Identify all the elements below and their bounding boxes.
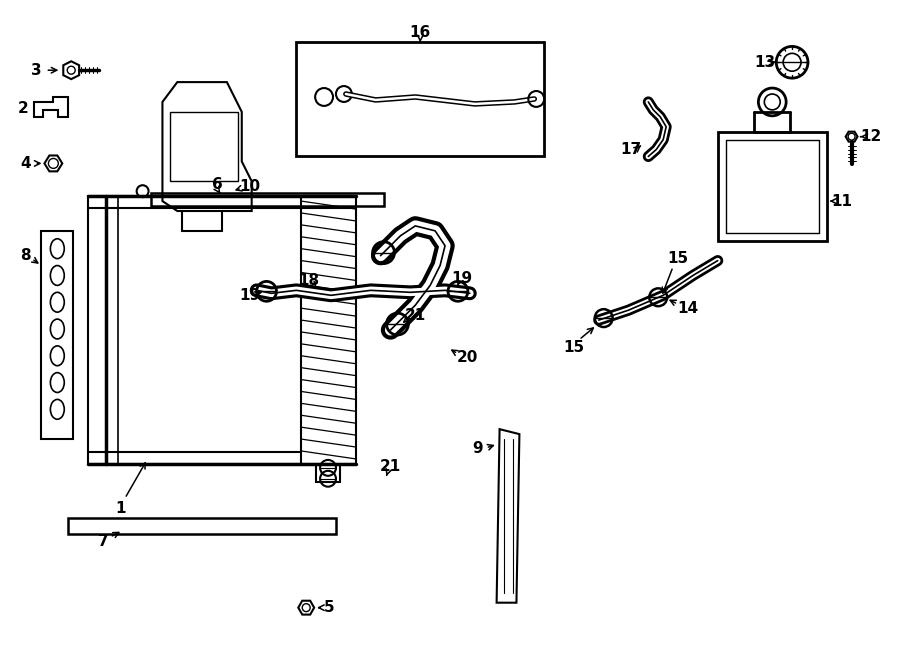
Bar	[717, 132, 827, 241]
Text: 12: 12	[860, 129, 882, 144]
Text: 11: 11	[832, 194, 852, 209]
Text: 2: 2	[18, 101, 29, 116]
Text: 5: 5	[324, 600, 334, 615]
Text: 9: 9	[472, 442, 483, 457]
Text: 7: 7	[97, 533, 108, 549]
Text: 15: 15	[668, 251, 688, 266]
Bar	[41, 231, 73, 439]
Text: 14: 14	[678, 301, 698, 316]
Text: 6: 6	[212, 176, 222, 192]
Bar	[170, 112, 238, 181]
Text: 10: 10	[239, 178, 260, 194]
Text: 18: 18	[299, 273, 320, 288]
Text: 17: 17	[620, 142, 641, 157]
Text: 4: 4	[21, 156, 31, 171]
Bar	[296, 42, 544, 157]
Text: 16: 16	[410, 25, 431, 40]
Text: 13: 13	[755, 55, 776, 70]
Text: 21: 21	[405, 307, 426, 323]
Text: 3: 3	[32, 63, 41, 78]
Bar	[68, 518, 336, 534]
Bar	[88, 196, 356, 464]
Text: 15: 15	[563, 340, 584, 356]
Text: 20: 20	[457, 350, 479, 366]
Text: 21: 21	[380, 459, 401, 475]
Text: 19: 19	[239, 288, 260, 303]
Bar	[150, 193, 383, 206]
Text: 8: 8	[21, 248, 31, 263]
Text: 19: 19	[451, 271, 472, 286]
Text: 1: 1	[115, 501, 126, 516]
